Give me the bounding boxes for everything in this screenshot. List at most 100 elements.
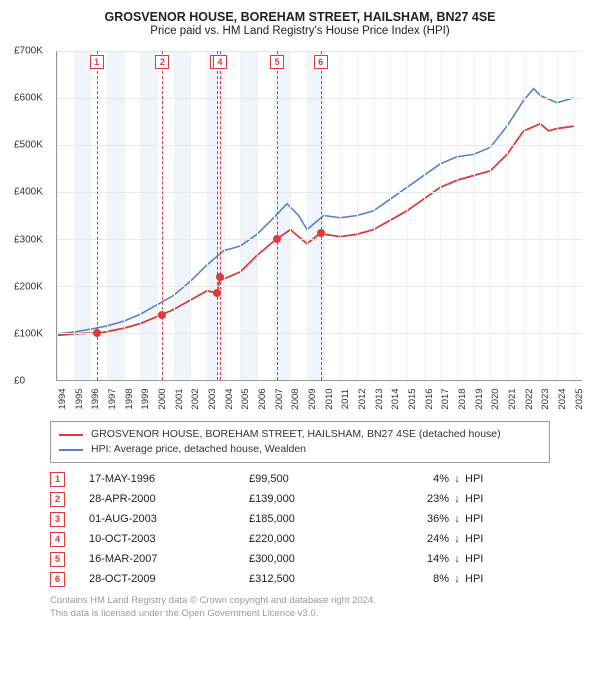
gridline-v xyxy=(557,51,558,380)
transactions-table: 117-MAY-1996£99,5004%↓HPI228-APR-2000£13… xyxy=(50,469,586,589)
gridline-v xyxy=(507,51,508,380)
legend-item: HPI: Average price, detached house, Weal… xyxy=(59,442,541,457)
gridline-v xyxy=(57,51,58,380)
row-index-badge: 1 xyxy=(50,472,65,487)
x-axis-label: 1998 xyxy=(124,388,135,409)
gridline-v xyxy=(424,51,425,380)
series-hpi xyxy=(57,89,574,334)
gridline-h xyxy=(57,51,582,52)
row-price: £220,000 xyxy=(249,533,369,545)
x-axis-label: 2011 xyxy=(340,389,351,409)
chart-area: 1994199519961997199819992000200120022003… xyxy=(14,43,586,413)
legend-swatch xyxy=(59,449,83,451)
down-arrow-icon: ↓ xyxy=(449,573,465,585)
x-axis-label: 1995 xyxy=(74,388,85,409)
x-axis-label: 2024 xyxy=(557,388,568,409)
chart-title: GROSVENOR HOUSE, BOREHAM STREET, HAILSHA… xyxy=(14,10,586,24)
row-date: 10-OCT-2003 xyxy=(89,533,249,545)
row-price: £185,000 xyxy=(249,513,369,525)
down-arrow-icon: ↓ xyxy=(449,513,465,525)
x-axis-label: 2022 xyxy=(524,388,535,409)
row-price: £139,000 xyxy=(249,493,369,505)
row-price: £312,500 xyxy=(249,573,369,585)
y-axis-label: £600K xyxy=(14,93,43,104)
transaction-marker-badge: 5 xyxy=(270,55,284,69)
table-row: 228-APR-2000£139,00023%↓HPI xyxy=(50,489,586,509)
transaction-marker-badge: 6 xyxy=(314,55,328,69)
gridline-v xyxy=(490,51,491,380)
x-axis-label: 2020 xyxy=(490,388,501,409)
row-index-badge: 5 xyxy=(50,552,65,567)
x-axis-label: 2009 xyxy=(307,388,318,409)
gridline-v xyxy=(407,51,408,380)
row-suffix: HPI xyxy=(465,573,505,585)
down-arrow-icon: ↓ xyxy=(449,473,465,485)
gridline-v xyxy=(524,51,525,380)
gridline-v xyxy=(574,51,575,380)
row-index-badge: 4 xyxy=(50,532,65,547)
x-axis-label: 1996 xyxy=(90,388,101,409)
y-axis-label: £300K xyxy=(14,234,43,245)
x-axis-label: 1994 xyxy=(57,388,68,409)
gridline-v xyxy=(324,51,325,380)
attribution-line1: Contains HM Land Registry data © Crown c… xyxy=(50,595,586,608)
down-arrow-icon: ↓ xyxy=(449,493,465,505)
row-date: 01-AUG-2003 xyxy=(89,513,249,525)
table-row: 301-AUG-2003£185,00036%↓HPI xyxy=(50,509,586,529)
gridline-h xyxy=(57,286,582,287)
x-axis-label: 2019 xyxy=(474,388,485,409)
y-axis-label: £400K xyxy=(14,187,43,198)
x-axis-label: 2001 xyxy=(174,388,185,409)
gridline-v xyxy=(340,51,341,380)
gridline-v xyxy=(390,51,391,380)
down-arrow-icon: ↓ xyxy=(449,553,465,565)
row-index-badge: 3 xyxy=(50,512,65,527)
gridline-v xyxy=(224,51,225,380)
x-axis-label: 2005 xyxy=(240,388,251,409)
x-axis-label: 2017 xyxy=(440,388,451,409)
row-price: £99,500 xyxy=(249,473,369,485)
y-axis-label: £200K xyxy=(14,281,43,292)
table-row: 117-MAY-1996£99,5004%↓HPI xyxy=(50,469,586,489)
y-axis-label: £700K xyxy=(14,46,43,57)
row-date: 17-MAY-1996 xyxy=(89,473,249,485)
gridline-v xyxy=(107,51,108,380)
attribution-text: Contains HM Land Registry data © Crown c… xyxy=(50,595,586,621)
row-index-badge: 6 xyxy=(50,572,65,587)
x-axis-label: 1997 xyxy=(107,388,118,409)
row-date: 28-OCT-2009 xyxy=(89,573,249,585)
gridline-v xyxy=(307,51,308,380)
gridline-v xyxy=(240,51,241,380)
row-suffix: HPI xyxy=(465,553,505,565)
row-diff: 14% xyxy=(369,553,449,565)
down-arrow-icon: ↓ xyxy=(449,533,465,545)
gridline-v xyxy=(457,51,458,380)
x-axis-label: 2025 xyxy=(574,388,585,409)
table-row: 410-OCT-2003£220,00024%↓HPI xyxy=(50,529,586,549)
x-axis-label: 2018 xyxy=(457,388,468,409)
row-suffix: HPI xyxy=(465,533,505,545)
x-axis-label: 2013 xyxy=(374,388,385,409)
x-axis-label: 2008 xyxy=(290,388,301,409)
row-diff: 8% xyxy=(369,573,449,585)
gridline-v xyxy=(74,51,75,380)
transaction-dot xyxy=(158,311,166,319)
gridline-v xyxy=(474,51,475,380)
x-axis-label: 2002 xyxy=(190,388,201,409)
y-axis-label: £0 xyxy=(14,376,25,387)
transaction-marker-badge: 1 xyxy=(90,55,104,69)
row-date: 16-MAR-2007 xyxy=(89,553,249,565)
chart-lines xyxy=(57,51,582,380)
x-axis-label: 2000 xyxy=(157,388,168,409)
transaction-marker-line xyxy=(220,51,221,380)
gridline-v xyxy=(207,51,208,380)
legend-swatch xyxy=(59,434,83,436)
y-axis-label: £500K xyxy=(14,140,43,151)
row-suffix: HPI xyxy=(465,493,505,505)
gridline-v xyxy=(257,51,258,380)
x-axis-label: 2014 xyxy=(390,388,401,409)
gridline-v xyxy=(290,51,291,380)
row-diff: 4% xyxy=(369,473,449,485)
row-price: £300,000 xyxy=(249,553,369,565)
gridline-v xyxy=(140,51,141,380)
